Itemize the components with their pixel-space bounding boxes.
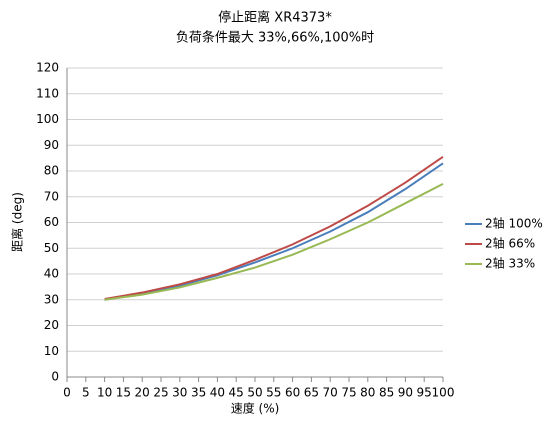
x-tick-label: 25 [153,386,168,400]
y-tick-label: 10 [44,344,59,358]
x-tick-label: 15 [116,386,131,400]
y-tick-label: 90 [44,138,59,152]
x-axis-label: 速度 (%) [231,401,280,416]
x-tick-label: 55 [266,386,281,400]
series-line [104,156,444,300]
x-tick-label: 85 [379,386,394,400]
x-tick-label: 60 [285,386,300,400]
x-tick-label: 45 [229,386,244,400]
legend-label: 2轴 66% [485,236,535,251]
x-tick-label: 5 [82,386,90,400]
y-tick-label: 60 [44,215,59,229]
y-tick-label: 80 [44,164,59,178]
x-tick-label: 50 [247,386,262,400]
y-tick-label: 70 [44,189,59,203]
legend-label: 2轴 100% [485,216,543,231]
x-tick-label: 90 [398,386,413,400]
x-tick-label: 95 [417,386,432,400]
chart-subtitle: 负荷条件最大 33%,66%,100%时 [176,30,374,46]
y-tick-label: 120 [36,61,59,75]
y-tick-label: 110 [36,86,59,100]
y-tick-label: 20 [44,318,59,332]
y-tick-label: 40 [44,267,59,281]
x-tick-label: 35 [191,386,206,400]
x-tick-label: 70 [323,386,338,400]
chart-title: 停止距离 XR4373* [218,10,332,26]
y-axis-label: 距离 (deg) [10,192,25,252]
series-line [104,162,444,301]
x-tick-label: 75 [341,386,356,400]
x-tick-label: 30 [172,386,187,400]
y-tick-label: 100 [36,112,59,126]
x-tick-label: 100 [432,386,455,400]
y-tick-label: 0 [51,370,59,384]
x-tick-label: 10 [97,386,112,400]
series-line [104,182,444,301]
x-tick-label: 0 [63,386,71,400]
y-tick-label: 30 [44,292,59,306]
x-tick-label: 80 [360,386,375,400]
x-tick-label: 40 [210,386,225,400]
y-tick-label: 50 [44,241,59,255]
x-tick-label: 20 [135,386,150,400]
x-tick-label: 65 [304,386,319,400]
legend-label: 2轴 33% [485,256,535,271]
